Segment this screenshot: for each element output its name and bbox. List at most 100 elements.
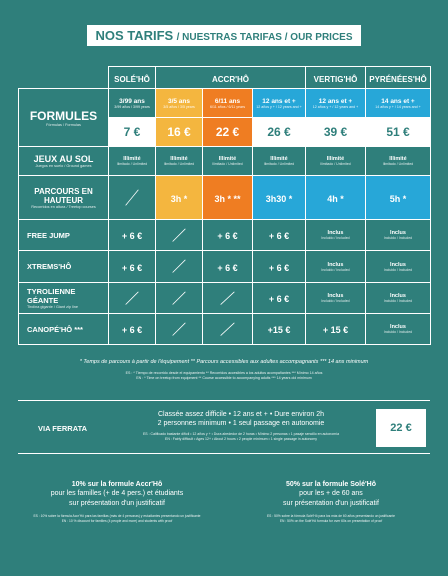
na-cell xyxy=(202,281,253,315)
option-cell: + 6 € xyxy=(252,219,306,252)
inclus-cell: Inclus Incluido / Included xyxy=(365,250,431,283)
inclus-cell: Inclus Incluido / Included xyxy=(305,250,366,283)
promo-translations: ES : 50% sobre la fórmula Solé'Hô para l… xyxy=(236,514,426,524)
page-title: NOS TARIFS / NUESTRAS TARIFAS / OUR PRIC… xyxy=(87,25,361,46)
option-cell: + 6 € xyxy=(202,219,253,252)
option-cell: +15 € xyxy=(252,313,306,346)
not-available-slash xyxy=(125,189,139,206)
row-tyrolienne: TYROLIENNE GÉANTE Tirolina gigante / Gian… xyxy=(18,281,431,315)
formules-label: FORMULES Fórmulas / Formulas xyxy=(18,88,109,147)
not-available-slash xyxy=(172,259,186,274)
via-ferrata-label: VIA FERRATA xyxy=(38,424,88,433)
footnote-en: EN : * Time on treetop from equipment **… xyxy=(136,376,312,381)
price-cell: 51 € xyxy=(365,117,431,147)
via-ferrata-line2: 2 personnes minimum • 1 seul passage en … xyxy=(157,420,325,427)
parcours-cell: 3h30 * xyxy=(252,174,306,221)
parcours-label: PARCOURS EN HAUTEUR Recorridos en altura … xyxy=(18,174,109,221)
promo-line: sur présentation d'un justificatif xyxy=(69,499,165,507)
option-cell: + 6 € xyxy=(108,250,156,283)
via-ferrata-description: Classée assez difficile • 12 ans et + • … xyxy=(116,411,366,442)
footnote-fr: * Temps de parcours à partir de l'équipe… xyxy=(79,359,369,365)
parcours-cell: 5h * xyxy=(365,174,431,221)
parcours-cell: 3h * ** xyxy=(202,174,253,221)
option-cell: + 15 € xyxy=(305,313,366,346)
jeux-cell: Illimité Ilimitado / Unlimited xyxy=(202,146,253,176)
option-cell: + 6 € xyxy=(108,313,156,346)
group-pyrenees: PYRÉNÉES'HÔ xyxy=(365,66,431,89)
promo-title: 10% sur la formule Accr'Hô xyxy=(71,481,163,488)
title-banner: NOS TARIFS / NUESTRAS TARIFAS / OUR PRIC… xyxy=(0,25,448,46)
price-cell: 7 € xyxy=(108,117,156,147)
xtrems-label: XTREMS'HÔ xyxy=(18,250,109,283)
parcours-cell: 4h * xyxy=(305,174,366,221)
inclus-cell: Inclus Incluido / Included xyxy=(305,219,366,252)
na-cell xyxy=(155,281,203,315)
age-cell: 3/5 ans 3/5 años / 3/5 years xyxy=(155,88,203,118)
row-canope: CANOPÉ'HÔ *** + 6 € +15 € + 15 € Inclus I… xyxy=(18,313,431,346)
not-available-slash xyxy=(172,228,186,242)
via-ferrata-en: EN : Fairly difficult • Ages 12+ • About… xyxy=(164,436,318,441)
inclus-cell: Inclus Incluido / Included xyxy=(365,313,431,346)
row-xtrems: XTREMS'HÔ + 6 € + 6 € + 6 € Inclus Inclui… xyxy=(18,250,431,283)
na-cell xyxy=(108,281,156,315)
promo-en: EN : 10 % discount for families (4 peopl… xyxy=(61,519,173,524)
na-cell xyxy=(155,219,203,252)
na-cell xyxy=(155,313,203,346)
promo-translations: ES : 10% sobre la fórmula Accr'Hô para l… xyxy=(22,514,212,524)
tyrolienne-label: TYROLIENNE GÉANTE Tirolina gigante / Gian… xyxy=(18,281,109,315)
not-available-slash xyxy=(172,291,186,305)
age-cell: 12 ans et +12 años y + / 12 years and + xyxy=(252,88,306,118)
page-title-main: NOS TARIFS xyxy=(95,28,174,43)
na-cell xyxy=(202,313,253,346)
promo-solo: 50% sur la formule Solé'Hô pour les + de… xyxy=(236,480,426,524)
age-cell: 6/11 ans 6/11 años / 6/11 years xyxy=(202,88,253,118)
promo-line: sur présentation d'un justificatif xyxy=(283,499,379,507)
jeux-cell: Illimité Ilimitado / Unlimited xyxy=(305,146,366,176)
promo-line: pour les + de 60 ans xyxy=(299,490,363,498)
page-title-translations: / NUESTRAS TARIFAS / OUR PRICES xyxy=(176,32,353,43)
inclus-cell: Inclus Incluido / Included xyxy=(365,219,431,252)
via-ferrata-translations: ES : Calificado bastante difícil • 12 añ… xyxy=(116,432,366,442)
age-cell: 12 ans et +12 años y + / 12 years and + xyxy=(305,88,366,118)
jeux-label: JEUX AU SOL Juegos en suelo / Ground game… xyxy=(18,146,109,176)
jeux-cell: Illimité Ilimitado / Unlimited xyxy=(155,146,203,176)
price-cell: 16 € xyxy=(155,117,203,147)
price-row: 7 € 16 € 22 € 26 € 39 € 51 € xyxy=(19,117,431,147)
price-cell: 26 € xyxy=(252,117,306,147)
age-cell: 14 ans et +14 años y + / 14 years and + xyxy=(365,88,431,118)
group-accro: ACCR'HÔ xyxy=(155,66,306,89)
via-ferrata-line1: Classée assez difficile • 12 ans et + • … xyxy=(157,411,325,418)
free-jump-label: FREE JUMP xyxy=(18,219,109,252)
footnotes: * Temps de parcours à partir de l'équipe… xyxy=(18,359,430,381)
row-parcours: PARCOURS EN HAUTEUR Recorridos en altura … xyxy=(18,174,431,221)
price-cell: 22 € xyxy=(202,117,253,147)
promo-es: ES : 50% sobre la fórmula Solé'Hô para l… xyxy=(266,514,395,519)
via-ferrata-section: VIA FERRATA Classée assez difficile • 12… xyxy=(18,400,430,454)
pricing-table: SOLÉ'HÔ ACCR'HÔ VERTIG'HÔ PYRÉNÉES'HÔ FO… xyxy=(18,66,431,346)
promo-accro: 10% sur la formule Accr'Hô pour les fami… xyxy=(22,480,212,524)
promo-line: pour les familles (+ de 4 pers.) et étud… xyxy=(50,490,184,498)
na-cell xyxy=(108,174,156,221)
na-cell xyxy=(155,250,203,283)
footnote-translations: ES : * Tiempo de recorrido desde el equi… xyxy=(18,371,430,381)
jeux-cell: Illimité Ilimitado / Unlimited xyxy=(108,146,156,176)
promo-title: 50% sur la formule Solé'Hô xyxy=(286,481,376,488)
not-available-slash xyxy=(172,322,186,336)
parcours-cell: 3h * xyxy=(155,174,203,221)
price-cell: 39 € xyxy=(305,117,366,147)
option-cell: + 6 € xyxy=(202,250,253,283)
option-cell: + 6 € xyxy=(252,281,306,315)
canope-label: CANOPÉ'HÔ *** xyxy=(18,313,109,346)
row-jeux-au-sol: JEUX AU SOL Juegos en suelo / Ground game… xyxy=(18,146,431,176)
option-cell: + 6 € xyxy=(108,219,156,252)
not-available-slash xyxy=(220,322,235,336)
inclus-cell: Inclus Incluido / Included xyxy=(305,281,366,315)
not-available-slash xyxy=(125,291,139,305)
group-header-row: SOLÉ'HÔ ACCR'HÔ VERTIG'HÔ PYRÉNÉES'HÔ xyxy=(18,66,431,89)
row-free-jump: FREE JUMP + 6 € + 6 € + 6 € Inclus Inclui… xyxy=(18,219,431,252)
footnote-es: ES : * Tiempo de recorrido desde el equi… xyxy=(125,371,323,375)
via-ferrata-price: 22 € xyxy=(376,409,426,447)
option-cell: + 6 € xyxy=(252,250,306,283)
promo-en: EN : 50% on the Solé'Hô formula for over… xyxy=(279,519,383,524)
age-cell: 3/99 ans 3/99 años / 3/99 years xyxy=(108,88,156,118)
